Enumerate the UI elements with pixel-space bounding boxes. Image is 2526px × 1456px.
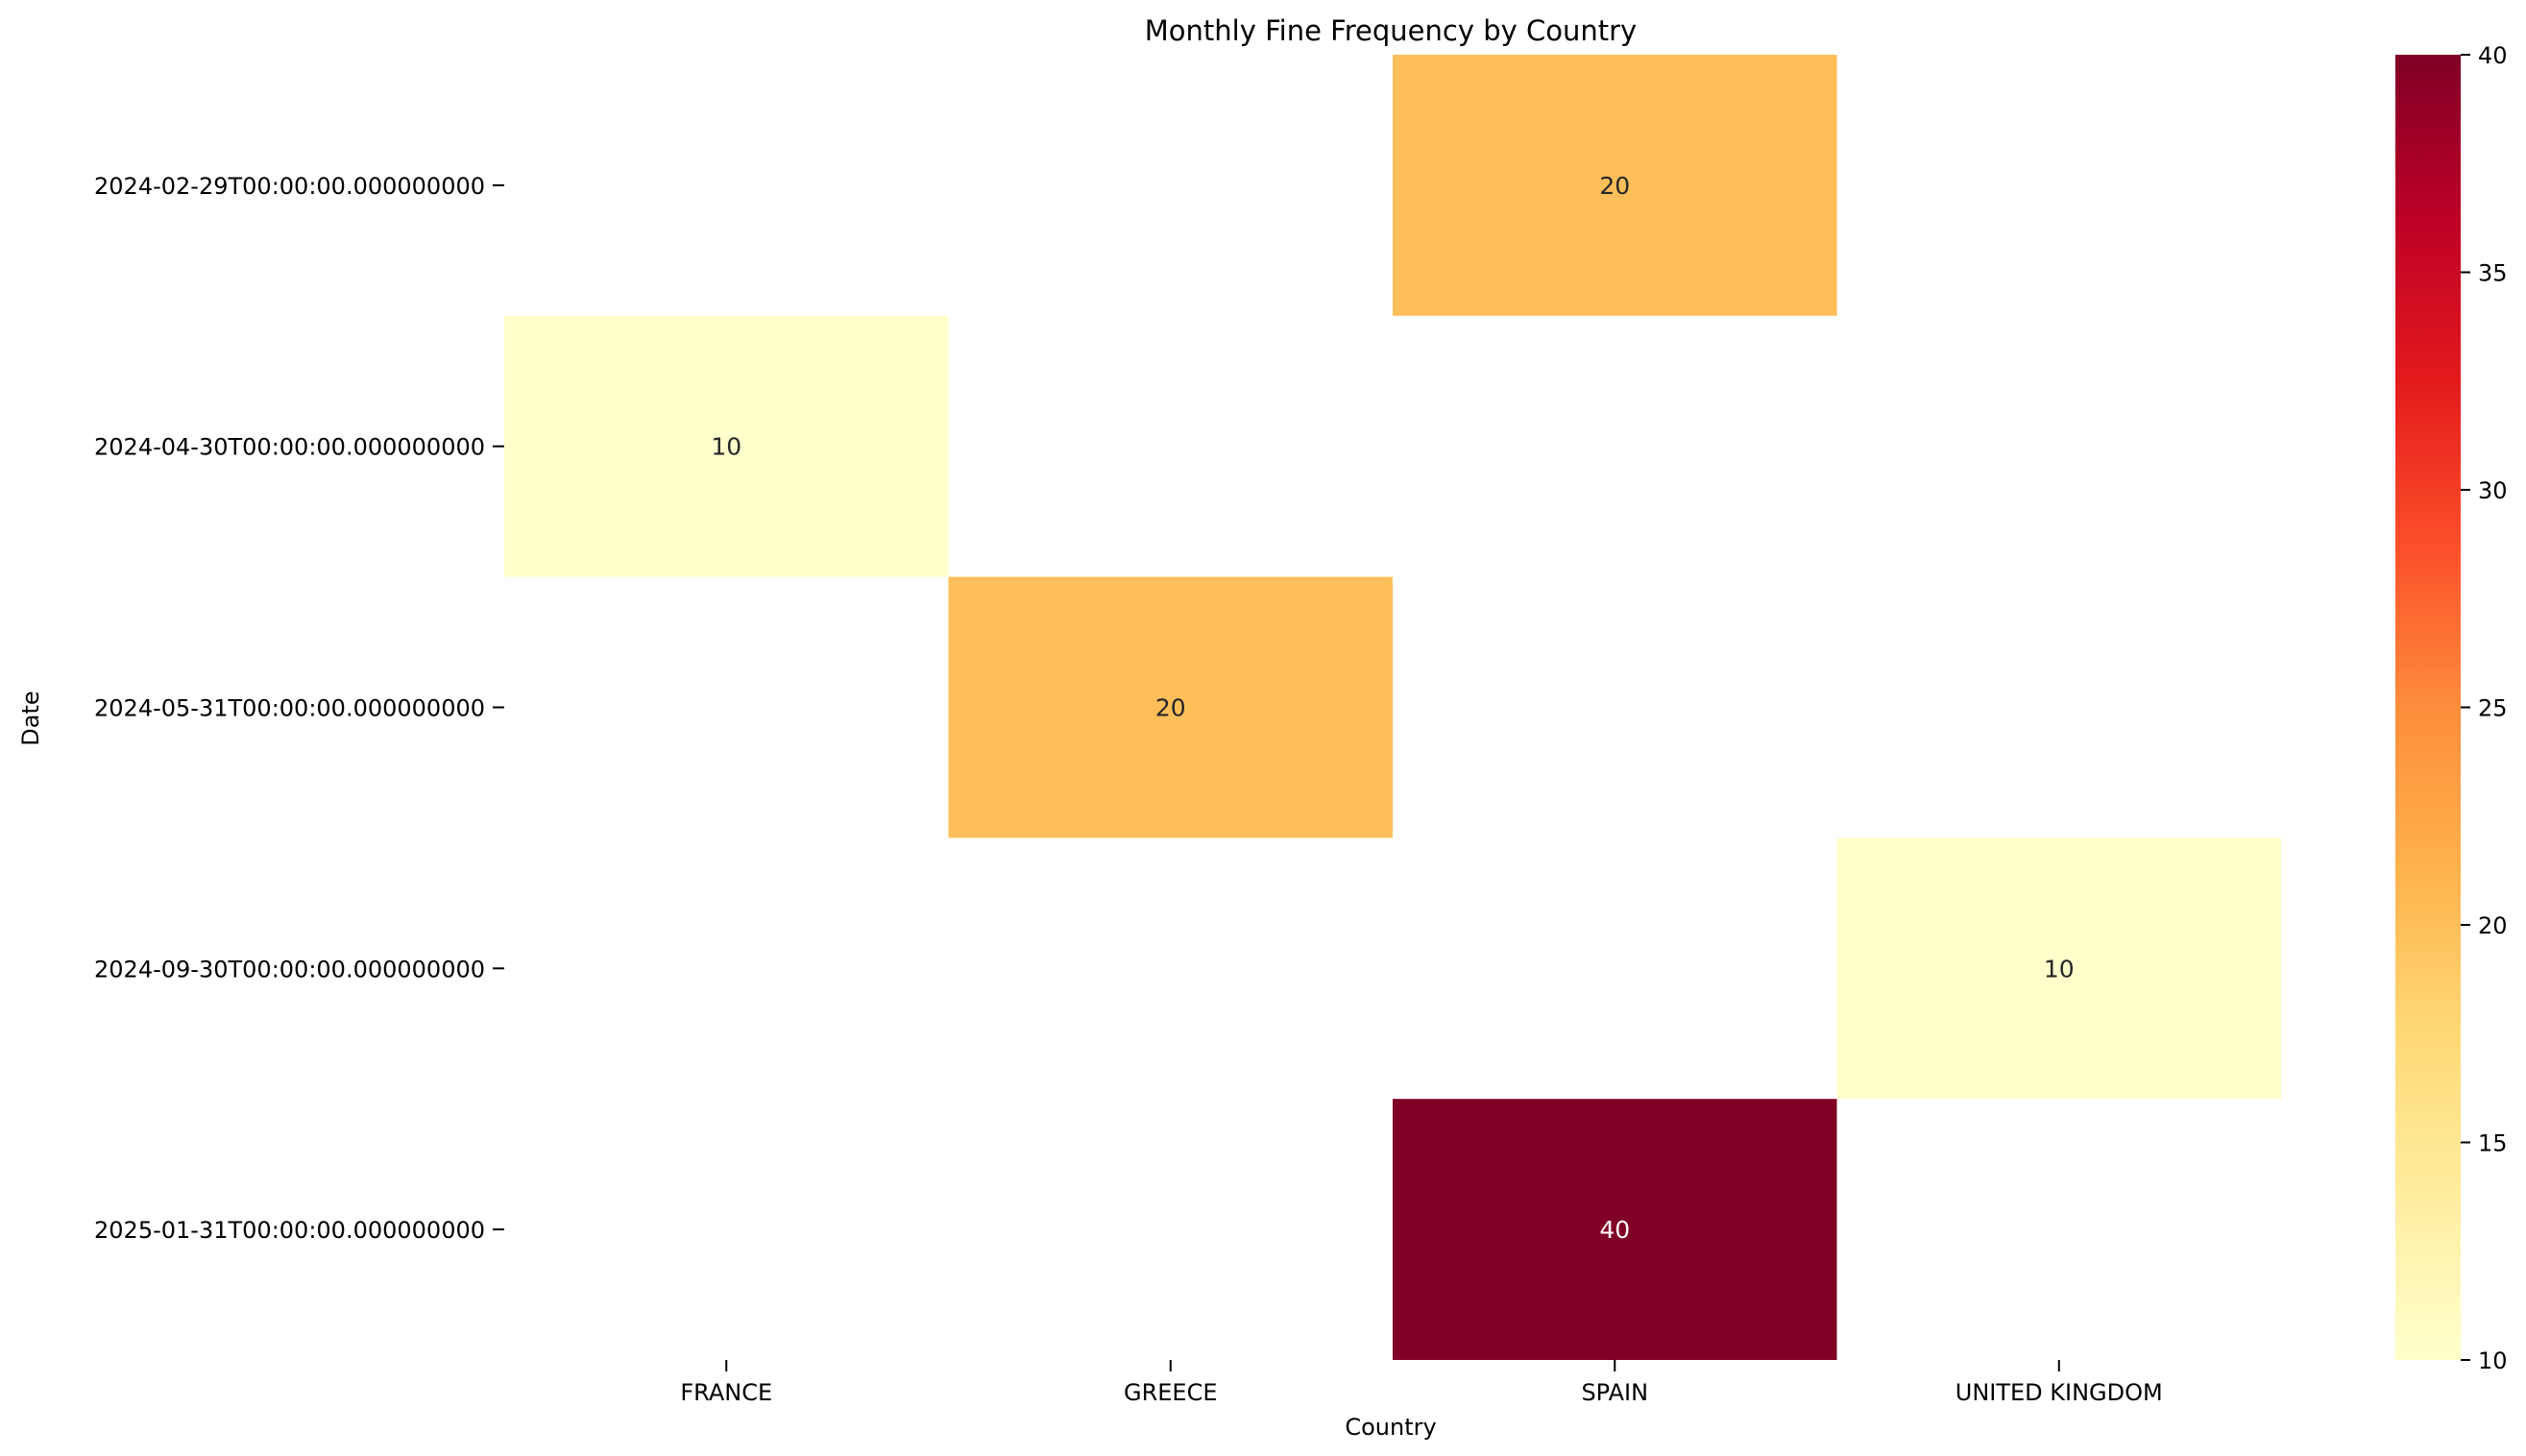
heatmap-cells: 20 10 20 10 40 xyxy=(504,55,2281,1360)
x-axis-label: Country xyxy=(1345,1414,1436,1441)
cell-value-label: 20 xyxy=(1599,172,1630,200)
cell-value-label: 10 xyxy=(711,433,741,461)
colorbar-gradient xyxy=(2395,55,2461,1360)
x-tick-label: GREECE xyxy=(1124,1379,1218,1406)
x-tick-label: FRANCE xyxy=(680,1379,772,1406)
y-axis: 2024-02-29T00:00:00.000000000 2024-04-30T… xyxy=(94,173,504,1244)
colorbar-tick-label: 15 xyxy=(2478,1130,2508,1157)
colorbar-tick-label: 25 xyxy=(2478,695,2508,722)
heatmap-cell xyxy=(1393,1099,1837,1360)
colorbar-tick-label: 20 xyxy=(2478,912,2508,939)
x-axis: FRANCE GREECE SPAIN UNITED KINGDOM xyxy=(680,1360,2163,1406)
y-axis-label: Date xyxy=(17,691,44,745)
cell-value-label: 10 xyxy=(2044,955,2075,983)
chart-title: Monthly Fine Frequency by Country xyxy=(1145,14,1637,47)
heatmap-cell xyxy=(1393,55,1837,316)
heatmap-cell xyxy=(504,315,949,577)
y-tick-label: 2024-05-31T00:00:00.000000000 xyxy=(94,695,485,722)
colorbar-tick-label: 30 xyxy=(2478,477,2508,504)
y-tick-label: 2025-01-31T00:00:00.000000000 xyxy=(94,1217,485,1244)
y-tick-label: 2024-09-30T00:00:00.000000000 xyxy=(94,956,485,983)
x-tick-label: SPAIN xyxy=(1581,1379,1648,1406)
cell-value-label: 20 xyxy=(1155,694,1186,722)
colorbar: 10 15 20 25 30 35 40 xyxy=(2395,42,2508,1374)
y-tick-label: 2024-02-29T00:00:00.000000000 xyxy=(94,173,485,200)
cell-value-label: 40 xyxy=(1599,1216,1630,1244)
heatmap-cell xyxy=(948,576,1393,838)
colorbar-tick-label: 35 xyxy=(2478,260,2508,287)
colorbar-tick-label: 10 xyxy=(2478,1347,2508,1374)
heatmap-cell xyxy=(1836,837,2281,1100)
x-tick-label: UNITED KINGDOM xyxy=(1955,1379,2163,1406)
colorbar-tick-label: 40 xyxy=(2478,42,2508,69)
y-tick-label: 2024-04-30T00:00:00.000000000 xyxy=(94,434,485,461)
